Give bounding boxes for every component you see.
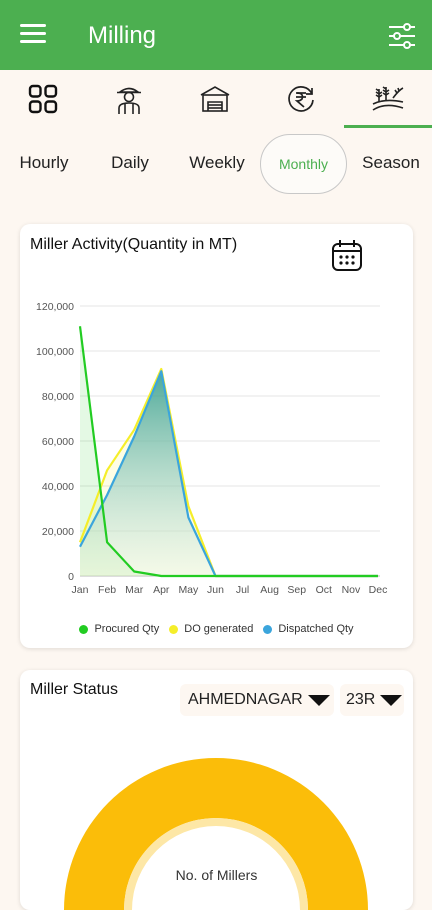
legend-label: DO generated xyxy=(184,623,254,635)
gauge-arc xyxy=(64,758,368,910)
calendar-icon[interactable] xyxy=(331,238,363,272)
miller-status-card: Miller Status No. of Millers xyxy=(20,670,413,910)
y-tick-label: 120,000 xyxy=(36,301,74,313)
legend-swatch xyxy=(169,624,179,634)
series-area-dispatched-qty xyxy=(80,371,378,576)
miller-activity-chart: 120,000100,00080,00060,00040,00020,0000J… xyxy=(36,301,388,596)
legend-label: Procured Qty xyxy=(94,623,160,635)
category-tab-bar xyxy=(0,70,432,128)
miller-activity-card: Miller Activity(Quantity in MT) 120,000 1… xyxy=(20,224,413,648)
period-selector: Hourly Daily Weekly Monthly Season xyxy=(0,134,432,196)
y-tick-label: 0 xyxy=(68,571,74,583)
activity-card-title: Miller Activity(Quantity in MT) xyxy=(30,236,238,253)
period-season[interactable]: Season xyxy=(362,153,420,172)
x-tick-label: Apr xyxy=(153,584,170,596)
season-dropdown[interactable]: 23R xyxy=(340,684,404,716)
x-tick-label: May xyxy=(178,584,199,596)
farmer-icon xyxy=(117,87,141,114)
y-tick-label: 40,000 xyxy=(42,481,74,493)
chevron-down-icon xyxy=(307,694,330,706)
season-value: 23R xyxy=(346,691,376,708)
tab-dashboard[interactable] xyxy=(0,70,86,128)
x-tick-label: Jun xyxy=(207,584,224,596)
warehouse-icon xyxy=(200,86,230,112)
x-tick-label: Aug xyxy=(260,584,279,596)
tab-farmer[interactable] xyxy=(86,70,172,128)
x-tick-label: Nov xyxy=(342,584,361,596)
y-tick-label: 100,000 xyxy=(36,346,74,358)
app-bar: Milling xyxy=(0,0,432,70)
x-tick-label: Feb xyxy=(98,584,116,596)
x-tick-label: Oct xyxy=(316,584,332,596)
period-hourly[interactable]: Hourly xyxy=(19,153,69,172)
x-tick-label: Mar xyxy=(125,584,144,596)
y-tick-label: 60,000 xyxy=(42,436,74,448)
legend-label: Dispatched Qty xyxy=(278,623,354,635)
district-dropdown[interactable]: AHMEDNAGAR xyxy=(180,684,334,716)
hamburger-menu-icon[interactable] xyxy=(20,24,46,44)
series-line-procured-qty xyxy=(78,326,378,578)
district-value: AHMEDNAGAR xyxy=(188,691,303,708)
grid-dashboard-icon xyxy=(28,84,58,114)
legend-swatch xyxy=(263,624,273,634)
legend-item: Procured Qty xyxy=(79,623,159,635)
paddy-field-icon xyxy=(372,86,404,111)
legend-item: Dispatched Qty xyxy=(263,623,354,635)
chevron-down-icon xyxy=(380,694,403,706)
x-tick-label: Sep xyxy=(287,584,306,596)
y-tick-label: 80,000 xyxy=(42,391,74,403)
y-tick-label: 20,000 xyxy=(42,526,74,538)
legend-item: DO generated xyxy=(169,623,253,635)
x-tick-label: Jan xyxy=(72,584,89,596)
page-title: Milling xyxy=(88,22,157,49)
x-tick-label: Dec xyxy=(369,584,388,596)
gauge-label: No. of Millers xyxy=(175,867,258,883)
tab-milling[interactable] xyxy=(344,70,432,128)
millers-gauge-chart xyxy=(64,758,368,910)
period-daily[interactable]: Daily xyxy=(111,153,149,172)
tab-payments[interactable] xyxy=(258,70,344,128)
period-weekly[interactable]: Weekly xyxy=(189,153,245,172)
chart-legend: Procured Qty DO generated Dispatched Qty xyxy=(20,623,413,635)
status-card-title: Miller Status xyxy=(30,681,119,698)
tab-warehouse[interactable] xyxy=(172,70,258,128)
legend-swatch xyxy=(79,624,89,634)
rupee-payment-icon xyxy=(288,86,314,112)
x-tick-label: Jul xyxy=(236,584,249,596)
sliders-filter-icon[interactable] xyxy=(386,20,418,52)
period-monthly[interactable]: Monthly xyxy=(260,134,347,194)
